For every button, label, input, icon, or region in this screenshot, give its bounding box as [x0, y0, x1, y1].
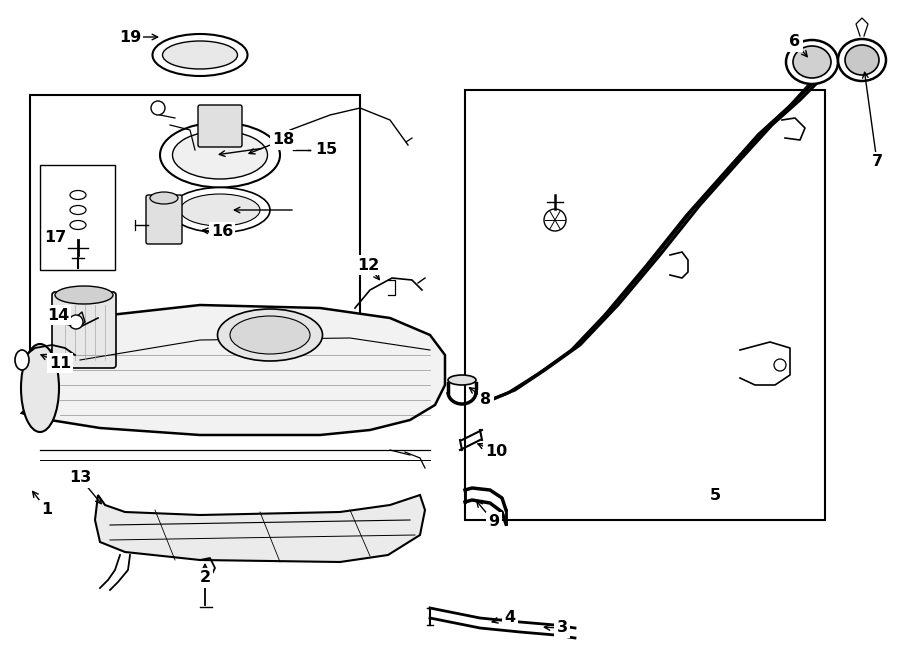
- Ellipse shape: [180, 194, 260, 226]
- FancyBboxPatch shape: [198, 105, 242, 147]
- Polygon shape: [95, 495, 425, 562]
- Ellipse shape: [173, 131, 267, 179]
- Polygon shape: [22, 305, 445, 435]
- Ellipse shape: [163, 41, 238, 69]
- Text: 12: 12: [357, 258, 379, 272]
- Text: 2: 2: [200, 570, 211, 586]
- Text: 18: 18: [272, 132, 294, 147]
- Ellipse shape: [70, 190, 86, 200]
- Bar: [30, 95, 360, 415]
- Ellipse shape: [160, 122, 280, 188]
- Ellipse shape: [230, 316, 310, 354]
- Text: 16: 16: [211, 225, 233, 239]
- Ellipse shape: [69, 315, 83, 329]
- Ellipse shape: [838, 39, 886, 81]
- Ellipse shape: [152, 34, 248, 76]
- Circle shape: [774, 359, 786, 371]
- Text: 13: 13: [69, 471, 91, 485]
- Ellipse shape: [21, 344, 59, 432]
- Text: 10: 10: [485, 444, 507, 459]
- Text: 19: 19: [119, 30, 141, 44]
- Text: 5: 5: [709, 488, 721, 502]
- Text: 8: 8: [481, 393, 491, 407]
- Circle shape: [544, 209, 566, 231]
- FancyBboxPatch shape: [146, 195, 182, 244]
- Text: 6: 6: [789, 34, 801, 50]
- Circle shape: [151, 101, 165, 115]
- Ellipse shape: [15, 350, 29, 370]
- Ellipse shape: [170, 188, 270, 233]
- Ellipse shape: [793, 46, 831, 78]
- Text: 15: 15: [315, 143, 338, 157]
- Ellipse shape: [786, 40, 838, 84]
- Text: 11: 11: [49, 356, 71, 371]
- Ellipse shape: [55, 286, 113, 304]
- Ellipse shape: [448, 375, 476, 385]
- Text: 7: 7: [871, 155, 883, 169]
- Ellipse shape: [70, 221, 86, 229]
- Text: 4: 4: [504, 609, 516, 625]
- Bar: [465, 90, 825, 520]
- Text: 3: 3: [556, 621, 568, 635]
- Ellipse shape: [218, 309, 322, 361]
- Ellipse shape: [845, 45, 879, 75]
- Text: 14: 14: [47, 307, 69, 323]
- Text: 17: 17: [44, 231, 66, 245]
- Text: 1: 1: [41, 502, 52, 518]
- Bar: [40, 165, 115, 270]
- FancyBboxPatch shape: [52, 292, 116, 368]
- Ellipse shape: [150, 192, 178, 204]
- Text: 9: 9: [489, 514, 500, 529]
- Ellipse shape: [70, 206, 86, 215]
